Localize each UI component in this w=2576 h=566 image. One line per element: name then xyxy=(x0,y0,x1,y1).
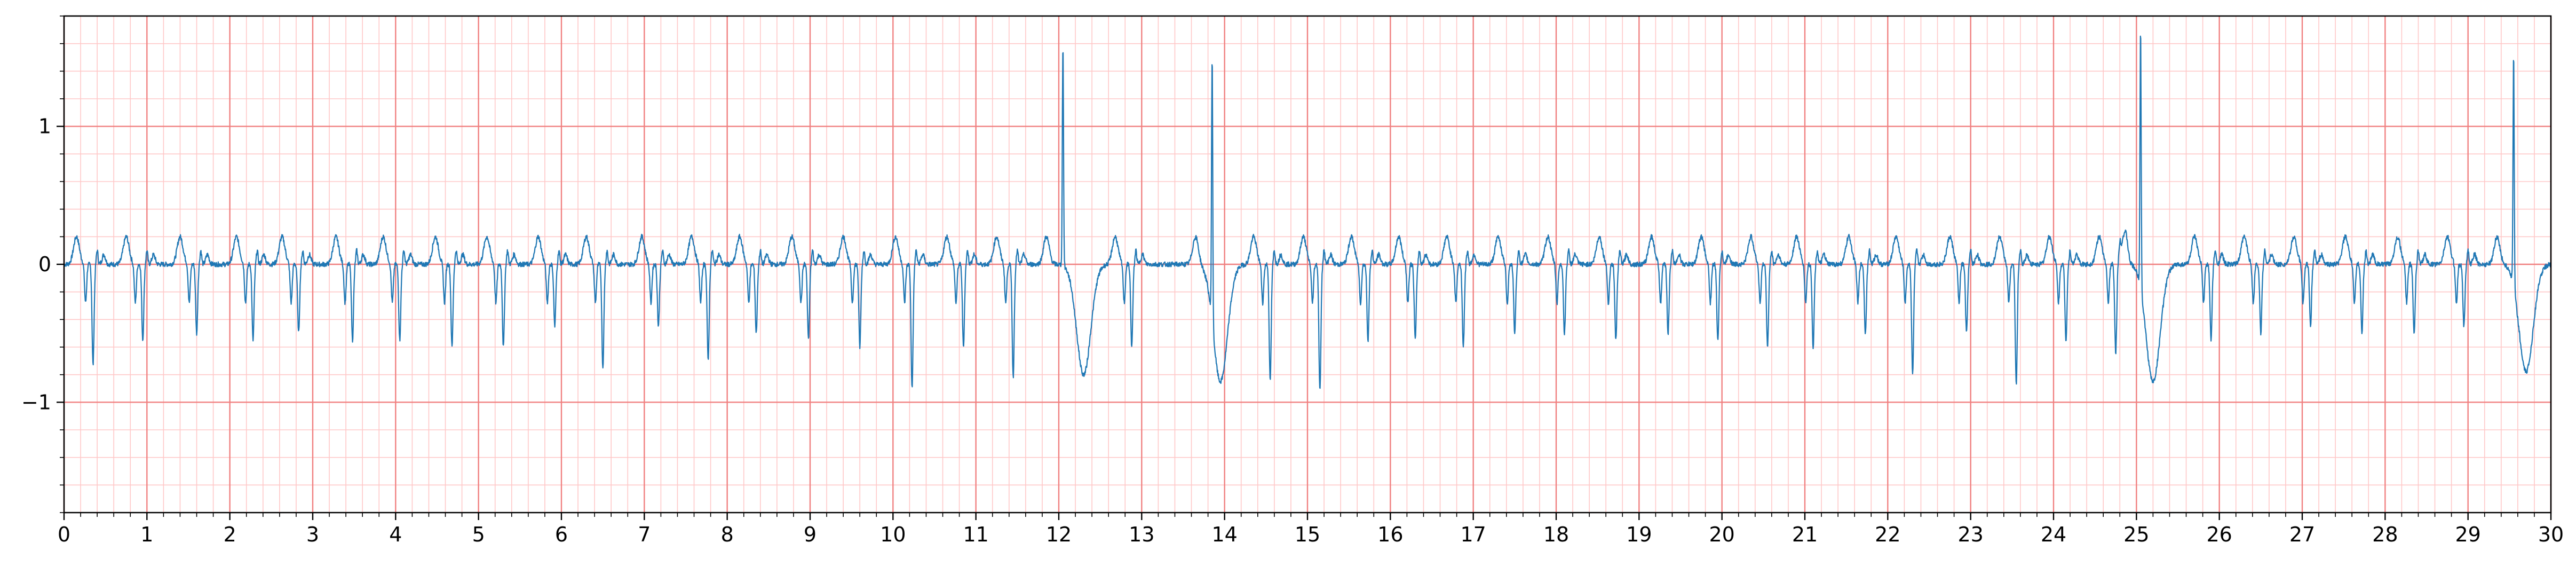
x-tick-label: 9 xyxy=(804,523,817,546)
ecg-signal-line xyxy=(64,35,2551,389)
x-tick-label: 28 xyxy=(2372,523,2398,546)
x-tick-label: 29 xyxy=(2455,523,2480,546)
x-tick-label: 13 xyxy=(1129,523,1154,546)
x-tick-label: 25 xyxy=(2123,523,2149,546)
x-tick-label: 8 xyxy=(721,523,734,546)
x-tick-label: 5 xyxy=(472,523,485,546)
x-tick-label: 4 xyxy=(389,523,402,546)
x-tick-label: 24 xyxy=(2041,523,2066,546)
x-axis: 0 1 2 3 4 5 6 7 8 9 10 11 12 13 14 15 16 17 18 19 20 21 22 23 24… xyxy=(58,513,2564,546)
y-tick-label: 1 xyxy=(38,115,51,138)
x-tick-label: 21 xyxy=(1792,523,1818,546)
x-tick-label: 30 xyxy=(2538,523,2564,546)
y-tick-label: −1 xyxy=(21,390,51,414)
x-tick-label: 23 xyxy=(1957,523,1983,546)
x-tick-label: 16 xyxy=(1377,523,1403,546)
x-tick-label: 15 xyxy=(1295,523,1320,546)
x-tick-label: 2 xyxy=(224,523,236,546)
x-tick-label: 3 xyxy=(306,523,319,546)
x-tick-label: 11 xyxy=(963,523,988,546)
x-tick-label: 1 xyxy=(140,523,153,546)
x-tick-label: 14 xyxy=(1211,523,1237,546)
x-tick-label: 7 xyxy=(638,523,651,546)
y-axis: −1 0 1 xyxy=(21,15,64,513)
y-tick-label: 0 xyxy=(38,253,51,276)
x-tick-label: 27 xyxy=(2289,523,2315,546)
x-tick-label: 20 xyxy=(1709,523,1734,546)
x-tick-label: 0 xyxy=(58,523,70,546)
x-tick-label: 12 xyxy=(1046,523,1072,546)
x-tick-label: 10 xyxy=(880,523,906,546)
x-tick-label: 6 xyxy=(555,523,568,546)
x-tick-label: 22 xyxy=(1875,523,1900,546)
x-tick-label: 18 xyxy=(1543,523,1569,546)
x-tick-label: 19 xyxy=(1626,523,1652,546)
x-tick-label: 26 xyxy=(2206,523,2232,546)
x-tick-label: 17 xyxy=(1460,523,1486,546)
